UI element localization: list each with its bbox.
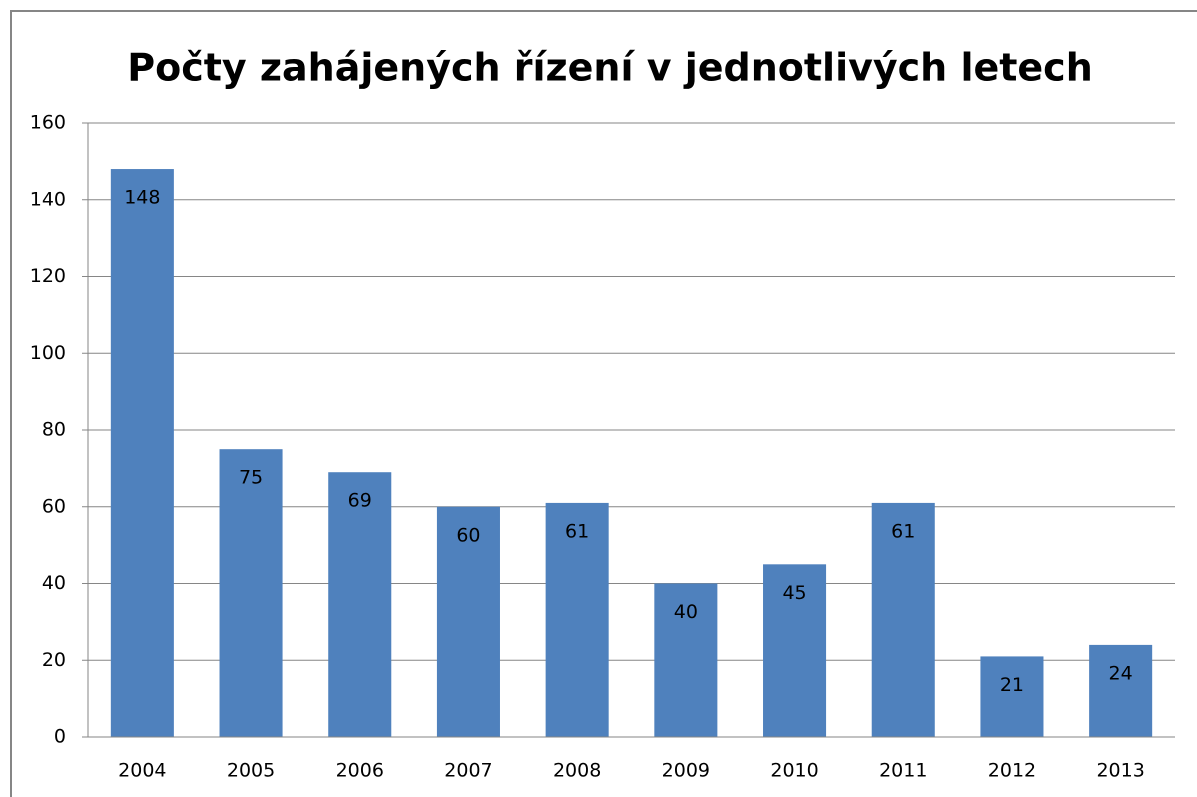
x-tick-label: 2008 [553,760,601,782]
x-tick-label: 2009 [662,760,710,782]
x-tick-label: 2006 [336,760,384,782]
data-label: 61 [891,520,915,542]
y-tick-label: 40 [42,572,66,594]
bar [980,656,1044,737]
data-label: 75 [239,467,263,489]
y-tick-label: 0 [54,726,66,748]
y-tick-label: 60 [42,495,66,517]
x-tick-label: 2005 [227,760,275,782]
data-label: 61 [565,520,589,542]
x-tick-label: 2004 [118,760,166,782]
x-tick-label: 2013 [1096,760,1144,782]
bar [871,502,935,737]
bar [1089,644,1153,737]
y-tick-label: 100 [30,342,66,364]
data-label: 69 [348,490,372,512]
y-tick-label: 80 [42,419,66,441]
bar [436,506,500,737]
y-tick-label: 120 [30,265,66,287]
y-tick-label: 140 [30,188,66,210]
chart-title: Počty zahájených řízení v jednotlivých l… [127,46,1093,90]
bar [545,502,609,737]
data-label: 40 [674,601,698,623]
bar [763,564,827,737]
bar [328,472,392,737]
y-tick-label: 160 [30,112,66,134]
data-label: 24 [1109,662,1133,684]
data-label: 45 [782,582,806,604]
bar [219,449,283,737]
y-tick-label: 20 [42,649,66,671]
data-label: 60 [456,524,480,546]
bar [110,169,174,738]
x-tick-label: 2010 [770,760,818,782]
data-label: 148 [124,187,160,209]
chart-border [10,10,1197,797]
x-tick-label: 2011 [879,760,927,782]
x-tick-label: 2007 [444,760,492,782]
x-tick-label: 2012 [988,760,1036,782]
data-label: 21 [1000,674,1024,696]
bar [654,583,718,737]
